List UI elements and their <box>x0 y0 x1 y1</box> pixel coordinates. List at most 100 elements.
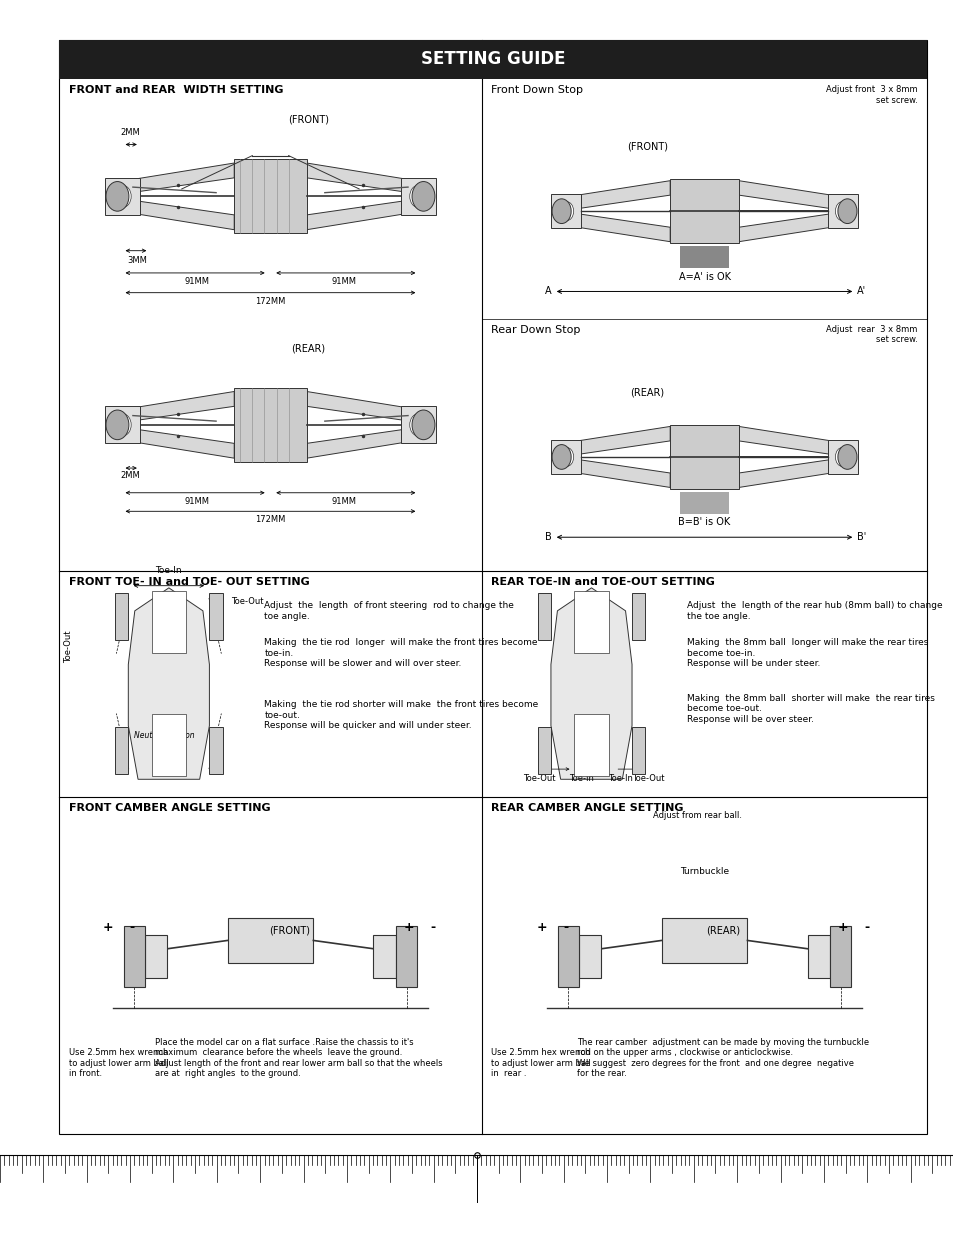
Bar <box>669 179 738 243</box>
Bar <box>537 727 551 774</box>
Polygon shape <box>572 458 669 488</box>
Text: SETTING GUIDE: SETTING GUIDE <box>420 51 565 68</box>
Bar <box>557 926 578 988</box>
Text: A: A <box>545 287 551 296</box>
Polygon shape <box>131 163 233 193</box>
Bar <box>631 593 644 640</box>
Polygon shape <box>572 212 669 242</box>
Text: +: + <box>103 920 113 934</box>
Text: Adjust  the  length of the rear hub (8mm ball) to change
the toe angle.: Adjust the length of the rear hub (8mm b… <box>686 601 942 631</box>
Text: Turnbuckle: Turnbuckle <box>679 867 728 877</box>
Circle shape <box>412 182 435 211</box>
Text: Toe-In: Toe-In <box>155 567 182 576</box>
Circle shape <box>552 199 571 224</box>
Bar <box>227 919 313 963</box>
Bar <box>679 246 728 268</box>
Text: Making  the 8mm ball  shorter will make  the rear tires
become toe-out.
Response: Making the 8mm ball shorter will make th… <box>686 694 934 724</box>
Circle shape <box>106 410 129 440</box>
Circle shape <box>409 414 427 436</box>
Text: Adjust front  3 x 8mm
set screw.: Adjust front 3 x 8mm set screw. <box>825 85 917 105</box>
Text: -: - <box>130 920 134 934</box>
Text: FRONT CAMBER ANGLE SETTING: FRONT CAMBER ANGLE SETTING <box>69 803 270 813</box>
Bar <box>660 919 746 963</box>
Bar <box>114 593 128 640</box>
Text: 2MM: 2MM <box>120 471 140 480</box>
Text: -: - <box>863 920 868 934</box>
Circle shape <box>837 199 856 224</box>
Text: B': B' <box>856 532 865 542</box>
Text: -: - <box>563 920 568 934</box>
Text: (FRONT): (FRONT) <box>269 925 310 936</box>
Text: Adjust  the  length  of front steering  rod to change the
toe angle.: Adjust the length of front steering rod … <box>264 601 514 631</box>
Bar <box>209 593 222 640</box>
Bar <box>631 727 644 774</box>
Text: Place the model car on a flat surface .Raise the chassis to it's
maximum  cleara: Place the model car on a flat surface .R… <box>154 1037 441 1078</box>
Bar <box>669 425 738 489</box>
Text: Making  the 8mm ball  longer will make the rear tires
become toe-in.
Response wi: Making the 8mm ball longer will make the… <box>686 638 927 679</box>
Bar <box>396 926 416 988</box>
Text: 2MM: 2MM <box>120 127 140 137</box>
Text: REAR CAMBER ANGLE SETTING: REAR CAMBER ANGLE SETTING <box>491 803 683 813</box>
Text: A': A' <box>856 287 865 296</box>
Text: +: + <box>403 920 414 934</box>
Text: 91MM: 91MM <box>332 496 356 506</box>
Bar <box>105 406 139 443</box>
Circle shape <box>558 447 573 467</box>
Polygon shape <box>572 180 669 210</box>
Text: +: + <box>837 920 847 934</box>
Polygon shape <box>738 212 836 242</box>
Bar <box>550 194 580 228</box>
Bar <box>59 40 926 79</box>
Text: (FRONT): (FRONT) <box>288 115 329 125</box>
Polygon shape <box>306 429 409 458</box>
Bar <box>152 592 186 652</box>
Circle shape <box>113 185 131 207</box>
Polygon shape <box>131 200 233 230</box>
Polygon shape <box>306 200 409 230</box>
Text: 172MM: 172MM <box>255 296 285 306</box>
Bar <box>574 592 608 652</box>
Circle shape <box>409 185 427 207</box>
Circle shape <box>835 447 849 467</box>
Text: Rear Down Stop: Rear Down Stop <box>491 325 580 335</box>
Text: Toe-Out: Toe-Out <box>64 630 72 663</box>
Polygon shape <box>738 180 836 210</box>
Text: (REAR): (REAR) <box>292 343 325 353</box>
Text: Adjust from rear ball.: Adjust from rear ball. <box>653 811 741 820</box>
Polygon shape <box>306 163 409 193</box>
Bar <box>105 178 139 215</box>
Text: REAR TOE-IN and TOE-OUT SETTING: REAR TOE-IN and TOE-OUT SETTING <box>491 577 715 587</box>
Text: 3MM: 3MM <box>127 256 147 266</box>
Circle shape <box>835 201 849 221</box>
Text: Front Down Stop: Front Down Stop <box>491 85 582 95</box>
Bar <box>152 714 186 777</box>
Bar <box>550 440 580 474</box>
Text: A=A' is OK: A=A' is OK <box>678 272 730 282</box>
Text: -: - <box>430 920 435 934</box>
Text: Making  the tie rod  longer  will make the front tires become
toe-in.
Response w: Making the tie rod longer will make the … <box>264 638 537 679</box>
Bar <box>209 727 222 774</box>
Bar <box>114 727 128 774</box>
Circle shape <box>106 182 129 211</box>
Text: FRONT TOE- IN and TOE- OUT SETTING: FRONT TOE- IN and TOE- OUT SETTING <box>69 577 309 587</box>
Bar <box>829 926 850 988</box>
Text: B: B <box>544 532 551 542</box>
Text: Use 2.5mm hex wrench
to adjust lower arm ball
in  rear .: Use 2.5mm hex wrench to adjust lower arm… <box>491 1049 591 1078</box>
Polygon shape <box>306 391 409 421</box>
Text: +: + <box>537 920 547 934</box>
Text: (FRONT): (FRONT) <box>626 142 667 152</box>
Polygon shape <box>738 426 836 456</box>
Bar <box>806 935 829 978</box>
Circle shape <box>113 414 131 436</box>
Text: (REAR): (REAR) <box>706 925 740 936</box>
Polygon shape <box>551 588 631 779</box>
Bar <box>233 159 306 233</box>
Text: 91MM: 91MM <box>184 496 209 506</box>
Bar <box>400 178 435 215</box>
Circle shape <box>552 445 571 469</box>
Bar <box>679 492 728 514</box>
Polygon shape <box>128 588 209 779</box>
Bar <box>233 388 306 462</box>
Polygon shape <box>131 391 233 421</box>
Polygon shape <box>738 458 836 488</box>
